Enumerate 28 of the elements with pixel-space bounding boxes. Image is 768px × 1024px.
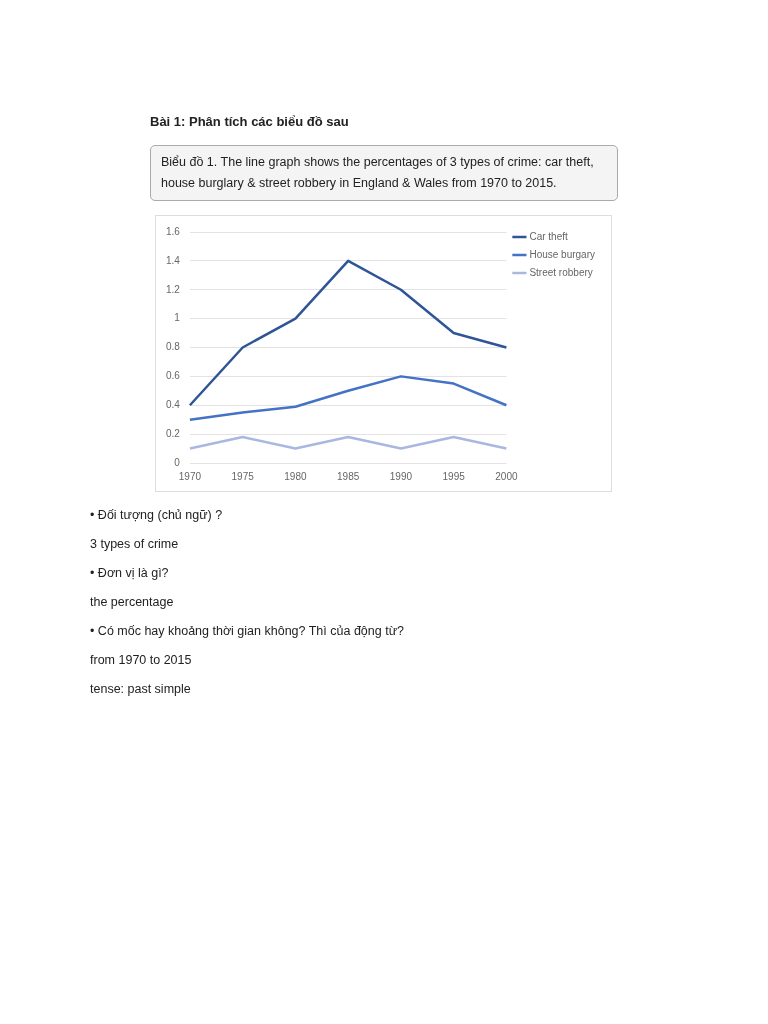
y-tick-label: 1 bbox=[174, 312, 181, 324]
y-tick-label: 0.6 bbox=[166, 370, 181, 382]
x-tick-label: 1995 bbox=[442, 470, 466, 482]
x-tick-label: 1980 bbox=[284, 470, 307, 482]
text: 3 types of crime bbox=[90, 537, 180, 553]
x-tick-label: 2000 bbox=[495, 470, 518, 482]
y-tick-label: 1.4 bbox=[166, 254, 181, 266]
legend-label: Street robbery bbox=[529, 266, 593, 278]
text: from 1970 to 2015 bbox=[90, 653, 193, 669]
text: tense: past simple bbox=[90, 682, 192, 698]
x-tick-label: 1990 bbox=[389, 470, 413, 482]
y-tick-label: 1.2 bbox=[166, 283, 181, 295]
legend-label: House burgary bbox=[529, 248, 595, 260]
x-tick-label: 1970 bbox=[178, 470, 202, 482]
chart-title: Bài 1: Phân tích các biểu đồ sau bbox=[150, 114, 349, 129]
y-tick-label: 1.6 bbox=[166, 225, 181, 237]
x-tick-label: 1985 bbox=[337, 470, 360, 482]
y-tick-label: 0.8 bbox=[166, 341, 181, 353]
text: • Có mốc hay khoảng thời gian không? Thì của động từ? bbox=[90, 624, 404, 640]
y-tick-label: 0.4 bbox=[166, 399, 181, 410]
y-tick-label: 0 bbox=[174, 456, 181, 468]
text: • Đối tượng (chủ ngữ) ? bbox=[90, 508, 224, 524]
x-tick-label: 1975 bbox=[231, 470, 255, 482]
chart-subtitle: Biểu đồ 1. The line graph shows the percentages of 3 types of crime: car theft, house burglary & street robbery in England & Wales from 1970 to 2015. bbox=[150, 145, 618, 201]
text: • Đơn vị là gì? bbox=[90, 566, 170, 582]
text: the percentage bbox=[90, 595, 175, 611]
y-tick-label: 0.2 bbox=[166, 427, 181, 439]
legend-label: Car theft bbox=[529, 230, 568, 242]
